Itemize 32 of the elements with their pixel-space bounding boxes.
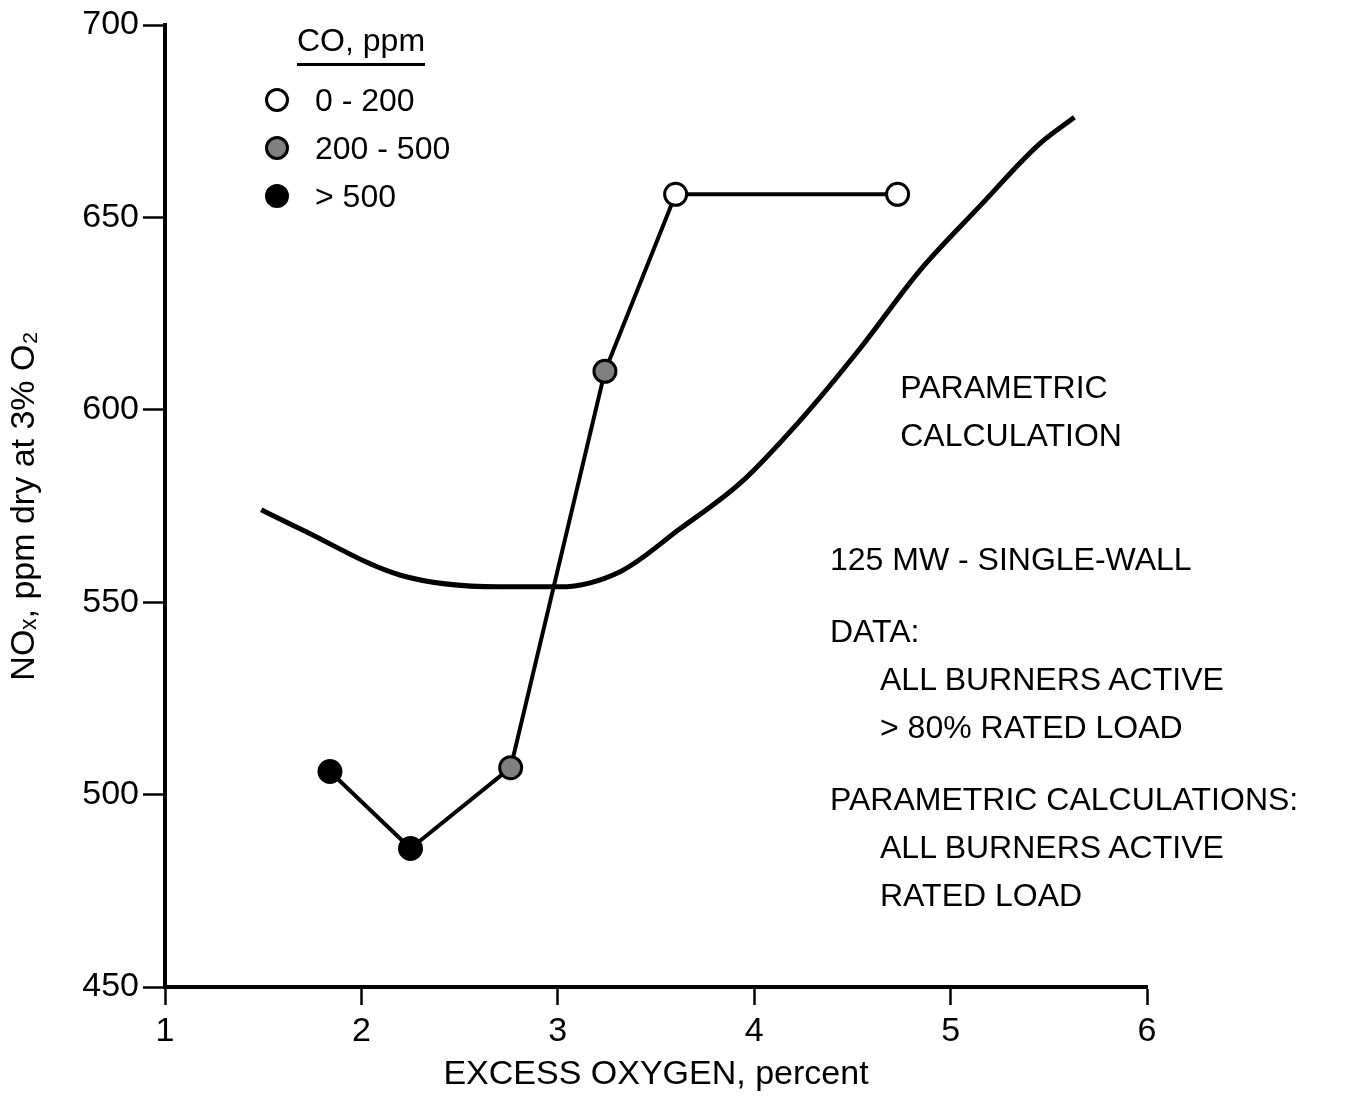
x-tick-label: 5 — [941, 1009, 961, 1048]
y-tick-label: 600 — [82, 388, 139, 427]
x-tick-label: 4 — [744, 1009, 764, 1048]
y-tick-label: 700 — [82, 3, 139, 42]
annotation: ALL BURNERS ACTIVE — [879, 660, 1225, 699]
y-axis-title: NOₓ, ppm dry at 3% O₂ — [2, 331, 41, 681]
annotation: RATED LOAD — [879, 876, 1084, 915]
x-tick-label: 1 — [155, 1009, 175, 1048]
point — [398, 835, 423, 861]
y-tick-label: 500 — [82, 772, 139, 811]
legend-label: 200 - 500 — [315, 129, 451, 167]
point — [317, 759, 343, 785]
y-tick-label: 450 — [82, 965, 139, 1004]
x-tick-label: 2 — [351, 1009, 371, 1048]
x-tick-label: 6 — [1137, 1009, 1157, 1048]
y-tick-label: 550 — [82, 580, 139, 619]
annotation: > 80% RATED LOAD — [879, 708, 1184, 747]
legend-label: 0 - 200 — [315, 81, 415, 119]
x-axis-title: EXCESS OXYGEN, percent — [443, 1052, 870, 1091]
point — [885, 181, 911, 207]
annotation: ALL BURNERS ACTIVE — [879, 828, 1225, 867]
x-tick-label: 3 — [548, 1009, 568, 1048]
legend-label: > 500 — [315, 177, 396, 215]
y-tick-label: 650 — [82, 195, 139, 234]
series-label: PARAMETRIC CALCULATION — [900, 369, 1122, 454]
point — [592, 358, 618, 384]
legend-title: CO, ppm — [297, 22, 426, 66]
annotation: DATA: — [830, 612, 921, 651]
point — [498, 755, 524, 781]
annotation: PARAMETRIC CALCULATIONS: — [830, 780, 1299, 819]
point — [663, 181, 689, 207]
annotation: 125 MW - SINGLE-WALL — [830, 540, 1193, 579]
